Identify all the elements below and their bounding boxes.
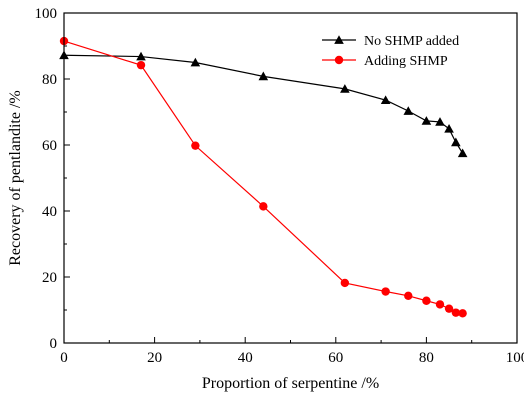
data-point-no-shmp — [458, 148, 468, 157]
series-line-adding-shmp — [64, 41, 463, 313]
y-tick-label: 0 — [50, 336, 58, 352]
legend: No SHMP added Adding SHMP — [322, 34, 459, 69]
x-tick-label: 60 — [328, 350, 343, 366]
x-tick-label: 40 — [238, 350, 253, 366]
x-tick-label: 100 — [506, 350, 524, 366]
x-tick-label: 20 — [147, 350, 162, 366]
data-point-adding-shmp — [404, 292, 412, 300]
data-point-adding-shmp — [137, 61, 145, 69]
data-point-no-shmp — [444, 124, 454, 133]
data-point-adding-shmp — [458, 309, 466, 317]
data-point-adding-shmp — [259, 202, 267, 210]
data-point-adding-shmp — [436, 300, 444, 308]
legend-label-adding-shmp: Adding SHMP — [364, 54, 448, 69]
data-point-no-shmp — [403, 106, 413, 115]
data-point-no-shmp — [422, 116, 432, 125]
data-point-no-shmp — [451, 138, 461, 147]
x-axis-title: Proportion of serpentine /% — [202, 375, 379, 392]
y-tick-label: 60 — [42, 138, 57, 154]
data-point-adding-shmp — [341, 279, 349, 287]
y-tick-label: 100 — [35, 6, 58, 22]
legend-label-no-shmp: No SHMP added — [364, 34, 459, 49]
data-point-adding-shmp — [191, 141, 199, 149]
x-tick-label: 0 — [60, 350, 68, 366]
y-tick-label: 80 — [42, 72, 57, 88]
y-tick-label: 40 — [42, 204, 57, 220]
series-layer — [59, 37, 467, 318]
x-tick-label: 80 — [419, 350, 434, 366]
y-tick-label: 20 — [42, 270, 57, 286]
data-point-adding-shmp — [381, 287, 389, 295]
y-axis-title: Recovery of pentlandite /% — [7, 90, 24, 266]
series-line-no-shmp — [64, 55, 463, 153]
legend-marker-adding-shmp — [335, 56, 343, 64]
data-point-adding-shmp — [422, 297, 430, 305]
